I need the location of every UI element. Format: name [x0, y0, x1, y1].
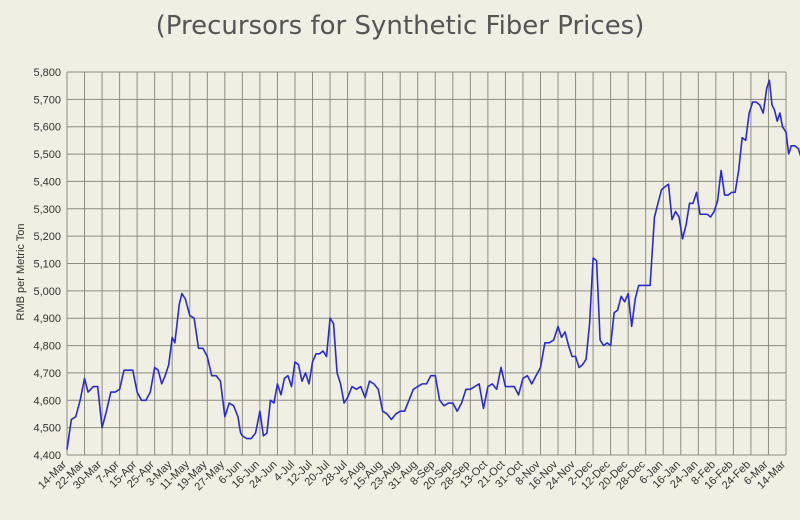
y-tick-label: 5,400: [33, 176, 61, 188]
chart-title: (Precursors for Synthetic Fiber Prices): [156, 11, 645, 41]
y-tick-label: 4,700: [33, 368, 61, 380]
gridlines: [66, 71, 787, 456]
y-axis-ticks: 4,400 4,500 4,600 4,700 4,800 4,900 5,000 5,100…: [33, 67, 61, 462]
y-tick-label: 4,600: [33, 395, 61, 407]
y-tick-label: 4,400: [33, 450, 61, 462]
y-tick-label: 5,800: [33, 67, 61, 79]
x-axis-ticks: 14-Mar22-Mar30-Mar7-Apr15-Apr25-Apr3-May…: [36, 458, 788, 493]
series-line: [66, 79, 800, 450]
y-tick-label: 4,500: [33, 423, 61, 435]
y-tick-label: 5,000: [33, 286, 61, 298]
y-axis-label: RMB per Metric Ton: [15, 224, 27, 321]
y-tick-label: 5,100: [33, 259, 61, 271]
y-tick-label: 5,200: [33, 231, 61, 243]
y-tick-label: 5,300: [33, 204, 61, 216]
y-tick-label: 5,700: [33, 94, 61, 106]
y-tick-label: 5,500: [33, 149, 61, 161]
y-tick-label: 5,600: [33, 122, 61, 134]
y-tick-label: 4,900: [33, 313, 61, 325]
y-tick-label: 4,800: [33, 341, 61, 353]
